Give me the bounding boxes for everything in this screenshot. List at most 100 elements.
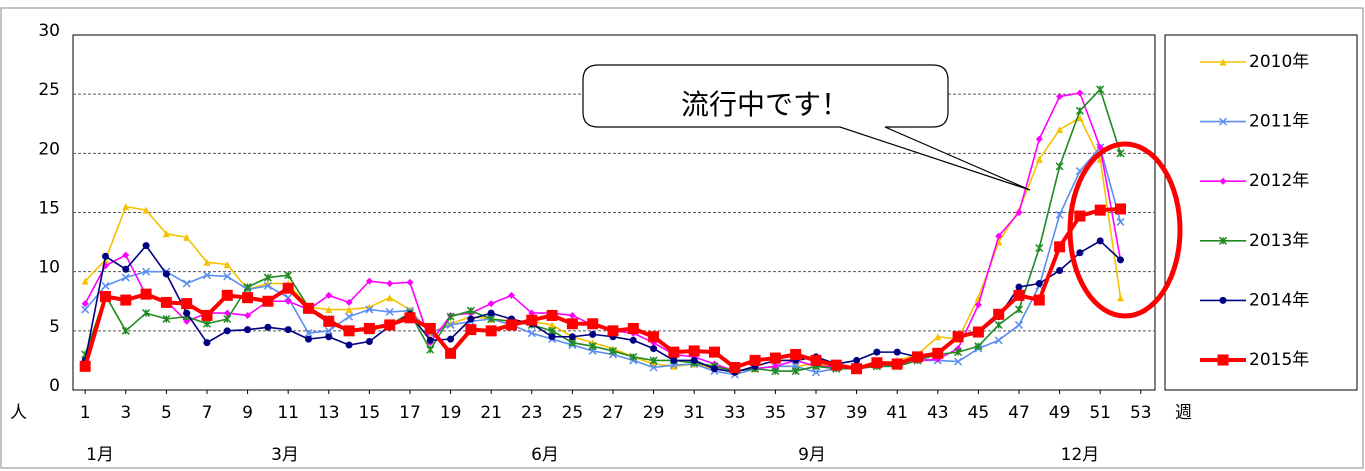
month-label: 1月 [86,445,114,465]
marker [142,206,150,214]
marker [670,362,678,370]
x-tick-label: 1 [80,403,91,423]
marker [345,341,353,349]
legend-label: 2011年 [1249,112,1309,132]
x-tick-label: 7 [202,403,213,423]
y-tick-label: 25 [38,80,60,100]
y-tick-label: 30 [38,21,60,41]
marker [811,368,821,377]
marker [203,339,211,347]
x-tick-label: 29 [643,403,665,423]
marker [853,356,861,364]
marker [242,292,254,304]
x-tick-label: 13 [318,403,340,423]
marker [304,335,312,343]
marker [1074,210,1086,222]
marker [446,312,455,321]
marker [324,326,333,335]
marker [771,362,779,370]
legend-label: 2014年 [1249,290,1309,310]
marker [363,322,375,334]
marker [183,233,191,241]
marker [424,322,436,334]
x-tick-label: 21 [480,403,502,423]
marker [1055,162,1064,171]
marker [365,305,374,314]
marker [181,298,193,310]
marker [487,309,495,317]
x-tick-label: 43 [927,403,949,423]
marker [648,331,660,343]
marker [810,354,822,366]
x-tick-label: 27 [602,403,624,423]
marker [1056,126,1064,134]
marker [911,351,923,363]
marker [954,357,963,366]
marker [649,363,658,372]
frame [0,7,1364,469]
marker [404,312,416,324]
marker [345,312,354,321]
marker [122,265,130,273]
marker [325,306,333,314]
marker [284,271,293,280]
marker [1035,243,1044,253]
marker [122,251,130,259]
month-label: 12月 [1061,445,1100,465]
marker [81,300,89,308]
marker [891,358,903,370]
marker [1075,106,1084,115]
x-tick-label: 51 [1089,403,1111,423]
marker [1219,177,1227,185]
marker [771,367,780,376]
marker [1076,89,1084,97]
marker [365,303,373,311]
marker [972,326,984,338]
marker [1055,210,1064,219]
marker [142,242,150,250]
month-label: 6月 [531,445,559,465]
marker [954,348,963,357]
marker [1054,241,1066,253]
marker [1035,135,1043,143]
marker [710,365,718,373]
marker [487,314,496,324]
marker [893,348,901,356]
marker [160,296,172,308]
marker [1015,283,1023,291]
marker [243,283,252,292]
legend-label: 2015年 [1249,350,1309,370]
legend-box [1164,34,1358,391]
marker [526,314,538,326]
x-tick-label: 53 [1130,403,1152,423]
marker [1015,209,1023,216]
marker [162,314,171,324]
marker [323,315,335,327]
marker [426,345,435,354]
marker [1116,256,1124,264]
marker [406,278,414,286]
marker [548,333,556,341]
x-tick-label: 17 [399,403,421,423]
marker [974,301,982,309]
marker [1076,114,1084,122]
marker [1217,354,1229,366]
x-tick-label: 23 [521,403,543,423]
marker [345,298,353,306]
x-tick-label: 9 [242,403,253,423]
marker [568,338,577,347]
legend-label: 2010年 [1249,52,1309,72]
marker [1014,320,1024,329]
marker [1116,294,1124,302]
x-tick-label: 3 [120,403,131,423]
marker [749,354,761,366]
marker [386,294,394,302]
marker [546,309,558,321]
marker [1094,204,1106,216]
marker [588,342,597,351]
marker [162,270,170,278]
marker [1014,305,1024,314]
x-tick-label: 15 [359,403,381,423]
x-tick-label: 31 [683,403,705,423]
marker [1116,217,1125,226]
